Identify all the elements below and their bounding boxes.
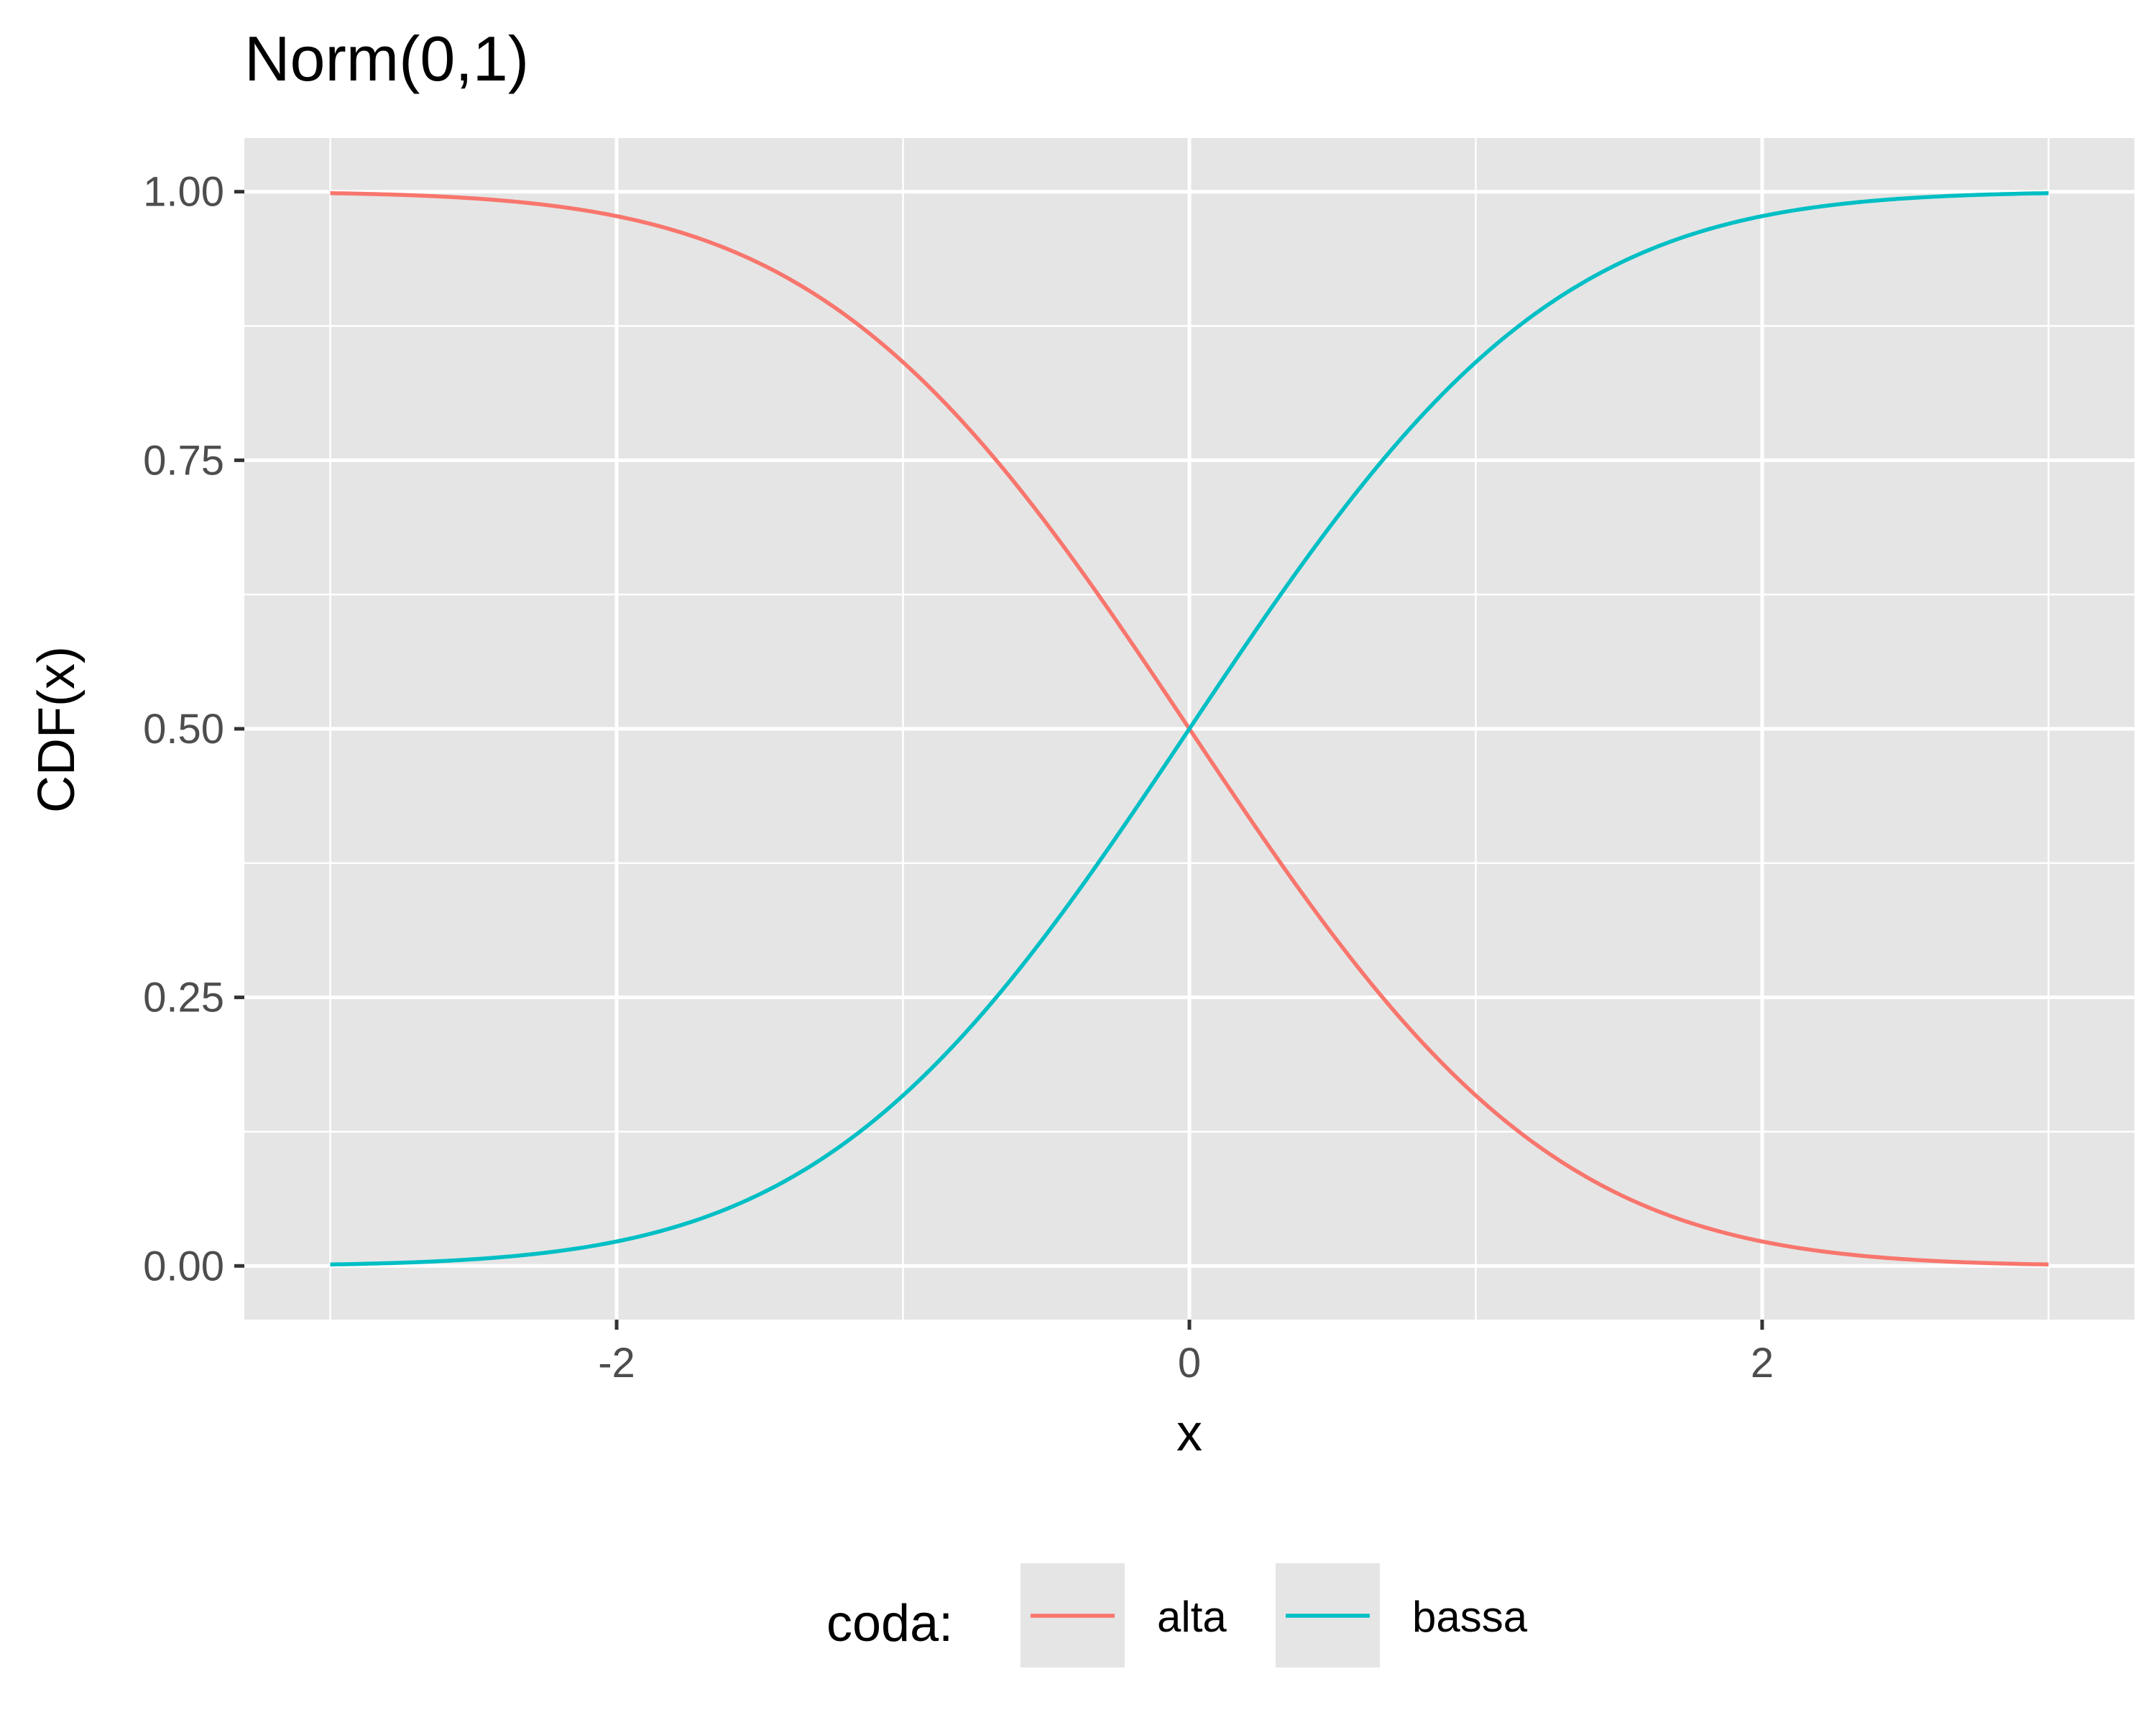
y-tick-label: 0.00 (143, 1243, 224, 1289)
x-axis-label: x (1176, 1404, 1202, 1462)
chart-title: Norm(0,1) (244, 23, 529, 94)
y-axis-label: CDF(x) (28, 646, 86, 813)
x-tick-label: 0 (1178, 1340, 1201, 1386)
legend-title: coda: (826, 1595, 953, 1652)
y-tick-label: 0.25 (143, 975, 224, 1021)
y-tick-label: 0.50 (143, 706, 224, 753)
y-tick-label: 0.75 (143, 437, 224, 484)
x-tick-label: -2 (598, 1340, 635, 1386)
y-axis: 0.00 0.25 0.50 0.75 1.00 (143, 169, 244, 1289)
series-lines (330, 190, 2049, 1267)
x-tick-label: 2 (1751, 1340, 1774, 1386)
legend-label-alta: alta (1157, 1593, 1227, 1641)
x-axis: -2 0 2 (598, 1320, 1774, 1386)
series-line-bassa (330, 190, 2049, 1267)
legend-label-bassa: bassa (1412, 1593, 1528, 1641)
y-tick-label: 1.00 (143, 169, 224, 216)
legend: coda: alta bassa (826, 1563, 1528, 1668)
